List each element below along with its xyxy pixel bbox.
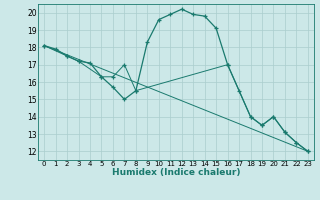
X-axis label: Humidex (Indice chaleur): Humidex (Indice chaleur) bbox=[112, 168, 240, 177]
